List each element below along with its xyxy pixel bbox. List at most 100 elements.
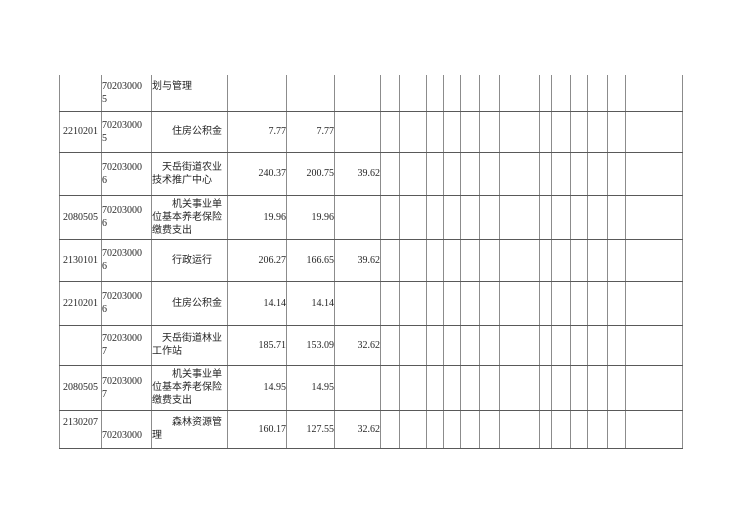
table-row: 2080505 70203000 7 机关事业单 位基本养老保险 缴费支出 14.9…: [59, 364, 683, 411]
cell-empty: [399, 409, 427, 449]
cell-empty: [479, 75, 500, 112]
cell-empty: [607, 238, 626, 282]
table-body: 70203000 5 划与管理 2210201 70203000 5 住房公积金 7.…: [59, 75, 683, 449]
cell-empty: [539, 324, 552, 366]
cell-empty: [539, 364, 552, 411]
cell-item-name: 划与管理: [151, 75, 228, 112]
cell-amount: [227, 75, 287, 112]
cell-empty: [607, 110, 626, 153]
cell-empty: [539, 409, 552, 449]
cell-empty: [479, 409, 500, 449]
cell-program-code: [59, 151, 102, 196]
cell-empty: [460, 110, 480, 153]
cell-empty: [551, 75, 571, 112]
cell-empty: [443, 75, 461, 112]
cell-item-name: 天岳街道农业 技术推广中心: [151, 151, 228, 196]
cell-unit-code: 70203000 5: [101, 110, 152, 153]
cell-empty: [625, 151, 683, 196]
cell-amount: [286, 75, 335, 112]
cell-program-code: [59, 324, 102, 366]
cell-empty: [607, 75, 626, 112]
cell-amount: 127.55: [286, 409, 335, 449]
cell-empty: [499, 409, 540, 449]
cell-amount: 14.95: [286, 364, 335, 411]
cell-empty: [607, 364, 626, 411]
cell-empty: [443, 364, 461, 411]
cell-empty: [460, 364, 480, 411]
cell-empty: [426, 280, 444, 326]
cell-empty: [443, 324, 461, 366]
cell-empty: [587, 364, 608, 411]
cell-unit-code: 70203000: [101, 409, 152, 449]
cell-amount: [334, 75, 381, 112]
cell-empty: [587, 238, 608, 282]
cell-empty: [479, 110, 500, 153]
cell-amount: [334, 364, 381, 411]
cell-unit-code: 70203000 6: [101, 280, 152, 326]
cell-empty: [607, 194, 626, 240]
cell-amount: 7.77: [227, 110, 287, 153]
cell-empty: [551, 151, 571, 196]
cell-empty: [551, 110, 571, 153]
cell-empty: [426, 194, 444, 240]
cell-empty: [551, 238, 571, 282]
cell-empty: [460, 151, 480, 196]
cell-item-name: 行政运行: [151, 238, 228, 282]
cell-empty: [426, 151, 444, 196]
cell-empty: [380, 151, 400, 196]
cell-amount: 7.77: [286, 110, 335, 153]
cell-empty: [399, 364, 427, 411]
cell-empty: [587, 324, 608, 366]
cell-item-name: 机关事业单 位基本养老保险 缴费支出: [151, 194, 228, 240]
cell-empty: [570, 238, 588, 282]
cell-program-code: 2210201: [59, 280, 102, 326]
cell-empty: [380, 110, 400, 153]
cell-empty: [587, 75, 608, 112]
cell-empty: [570, 364, 588, 411]
cell-amount: 14.14: [286, 280, 335, 326]
cell-empty: [460, 409, 480, 449]
cell-program-code: [59, 75, 102, 112]
cell-empty: [607, 409, 626, 449]
table-row: 2210201 70203000 6 住房公积金 14.14 14.14: [59, 280, 683, 326]
cell-empty: [460, 75, 480, 112]
cell-amount: [334, 110, 381, 153]
table-row: 2080505 70203000 6 机关事业单 位基本养老保险 缴费支出 19.9…: [59, 194, 683, 240]
cell-empty: [625, 364, 683, 411]
cell-empty: [380, 280, 400, 326]
cell-program-code: 2130101: [59, 238, 102, 282]
cell-empty: [570, 151, 588, 196]
cell-empty: [499, 75, 540, 112]
cell-empty: [380, 194, 400, 240]
cell-empty: [380, 75, 400, 112]
cell-empty: [551, 409, 571, 449]
cell-empty: [399, 238, 427, 282]
cell-empty: [625, 194, 683, 240]
cell-empty: [479, 364, 500, 411]
cell-empty: [499, 194, 540, 240]
cell-empty: [539, 280, 552, 326]
cell-amount: 32.62: [334, 324, 381, 366]
cell-unit-code: 70203000 5: [101, 75, 152, 112]
cell-empty: [625, 75, 683, 112]
cell-empty: [399, 75, 427, 112]
cell-amount: 166.65: [286, 238, 335, 282]
cell-empty: [607, 324, 626, 366]
cell-empty: [399, 151, 427, 196]
cell-empty: [479, 238, 500, 282]
cell-amount: 14.95: [227, 364, 287, 411]
cell-empty: [426, 75, 444, 112]
cell-empty: [587, 110, 608, 153]
cell-empty: [479, 280, 500, 326]
cell-amount: 39.62: [334, 151, 381, 196]
cell-empty: [587, 409, 608, 449]
cell-empty: [399, 194, 427, 240]
cell-amount: 206.27: [227, 238, 287, 282]
cell-program-code: 2130207: [59, 409, 102, 449]
table-row: 2130101 70203000 6 行政运行 206.27 166.65 39.62: [59, 238, 683, 282]
cell-empty: [426, 110, 444, 153]
cell-empty: [570, 194, 588, 240]
cell-amount: 153.09: [286, 324, 335, 366]
cell-program-code: 2210201: [59, 110, 102, 153]
cell-empty: [570, 110, 588, 153]
